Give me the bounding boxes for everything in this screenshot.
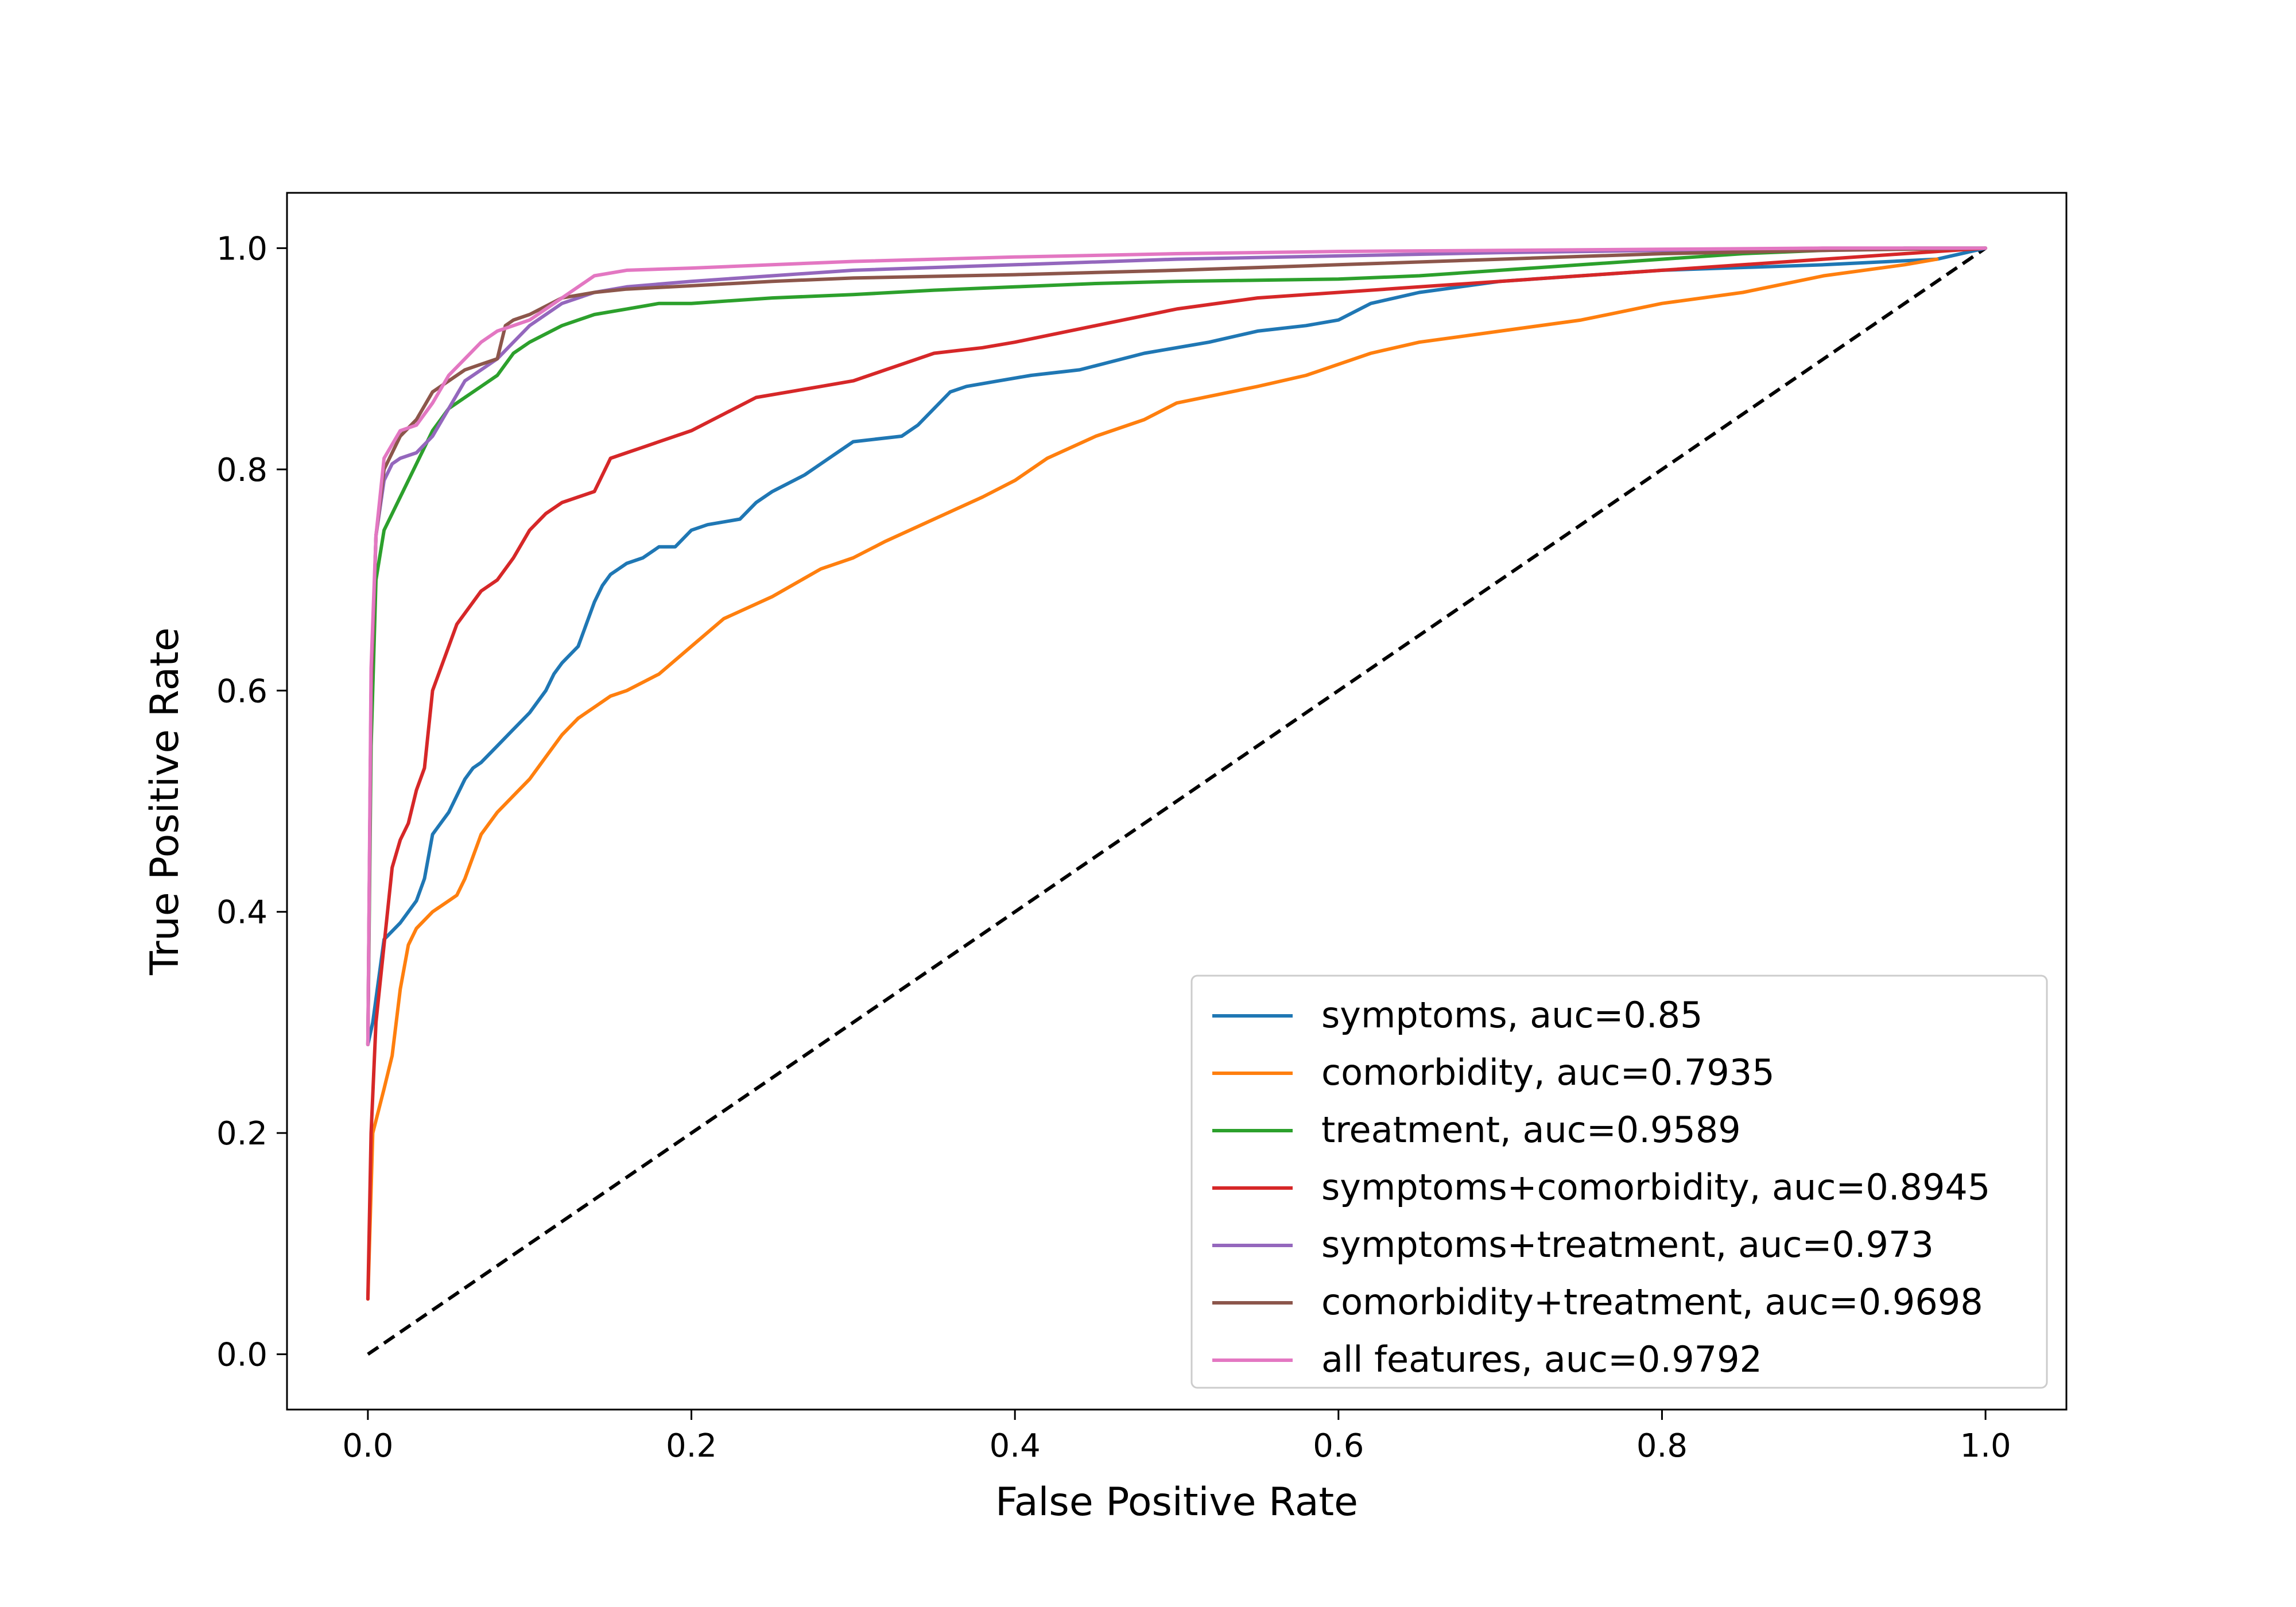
y-tick-label: 0.0 (216, 1337, 267, 1374)
x-tick-label: 0.0 (342, 1427, 393, 1465)
y-tick-label: 1.0 (216, 230, 267, 267)
series-line-5 (366, 246, 1988, 1046)
y-tick-label: 0.6 (216, 673, 267, 710)
legend-box (1190, 975, 2048, 1389)
series-line-6 (366, 246, 1988, 1046)
x-tick-label: 0.6 (1313, 1427, 1364, 1465)
legend: symptoms, auc=0.85 comorbidity, auc=0.793… (1190, 975, 2048, 1389)
legend-label: symptoms+treatment, auc=0.973 (1321, 1224, 1934, 1266)
y-tick-label: 0.2 (216, 1115, 267, 1152)
series-line-2 (366, 246, 1988, 1046)
legend-label: comorbidity+treatment, auc=0.9698 (1321, 1281, 1983, 1323)
series-line-3 (366, 246, 1988, 1301)
y-axis-label: True Positive Rate (142, 627, 188, 976)
series-line-4 (366, 246, 1988, 1046)
legend-label: symptoms+comorbidity, auc=0.8945 (1321, 1166, 1990, 1208)
legend-label: treatment, auc=0.9589 (1321, 1109, 1741, 1151)
series-line-1 (366, 257, 1939, 1301)
y-tick-label: 0.8 (216, 452, 267, 489)
x-tick-label: 1.0 (1960, 1427, 2011, 1465)
legend-label: symptoms, auc=0.85 (1321, 994, 1702, 1036)
series-line-0 (366, 246, 1988, 1046)
legend-label: comorbidity, auc=0.7935 (1321, 1051, 1775, 1093)
x-tick-label: 0.8 (1636, 1427, 1688, 1465)
plot-frame (286, 192, 2068, 1411)
x-axis-label: False Positive Rate (995, 1480, 1358, 1525)
x-tick-label: 0.2 (666, 1427, 717, 1465)
chance-diagonal-line (367, 246, 1987, 1356)
y-tick-label: 0.4 (216, 894, 267, 931)
legend-label: all features, auc=0.9792 (1321, 1338, 1762, 1380)
x-tick-label: 0.4 (990, 1427, 1041, 1465)
